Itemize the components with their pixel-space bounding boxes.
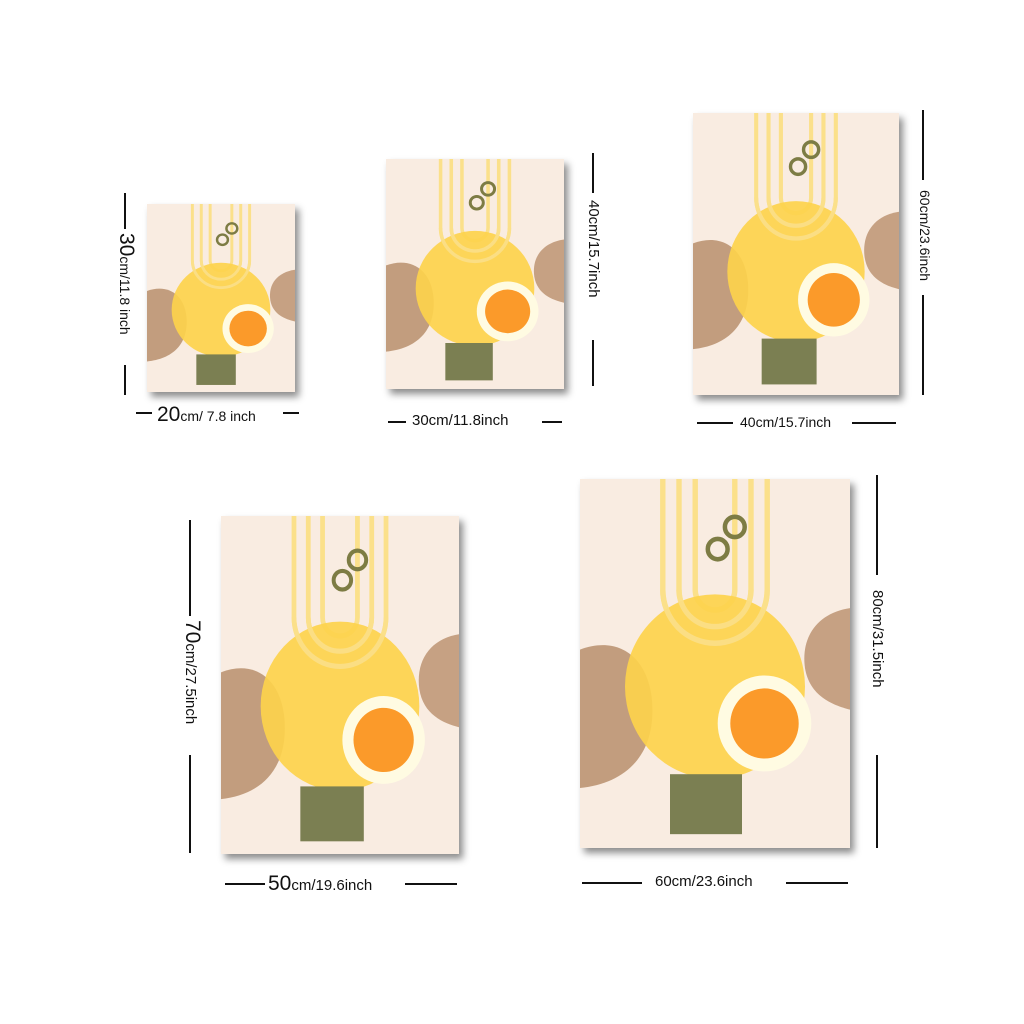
abstract-artwork (580, 479, 850, 848)
brown-blob-right (269, 269, 295, 322)
brown-blob-right (864, 211, 899, 290)
width-line-left (697, 422, 733, 424)
height-label-50x70: 70cm/27.5inch (181, 620, 204, 725)
height-line-bottom (876, 755, 878, 848)
olive-rectangle (445, 343, 493, 381)
orange-circle (730, 688, 799, 759)
height-line-bottom (922, 295, 924, 395)
width-line-right (852, 422, 896, 424)
height-line-bottom (124, 365, 126, 395)
brown-blob-right (418, 634, 459, 728)
small-ring-bottom (468, 194, 485, 211)
canvas-30x40 (386, 159, 564, 389)
small-ring-top (480, 181, 497, 197)
width-label-40x60: 40cm/15.7inch (740, 414, 832, 430)
width-line-right (786, 882, 848, 884)
height-label-20x30: 30cm/11.8 inch (115, 233, 138, 335)
abstract-artwork (147, 204, 295, 392)
canvas-50x70 (221, 516, 459, 854)
small-ring-bottom (705, 536, 730, 562)
height-label-60x80: 80cm/31.5inch (869, 590, 886, 688)
olive-rectangle (761, 338, 817, 385)
small-ring-bottom (788, 157, 808, 177)
height-line-top (922, 110, 924, 180)
width-line-left (388, 421, 406, 423)
small-ring-bottom (215, 233, 230, 247)
orange-circle (807, 273, 860, 327)
small-ring-bottom (331, 568, 354, 592)
orange-circle (353, 707, 414, 773)
width-line-right (542, 421, 562, 423)
canvas-60x80 (580, 479, 850, 848)
width-label-50x70: 50cm/19.6inch (268, 872, 373, 895)
small-ring-top (225, 222, 239, 235)
olive-rectangle (300, 786, 364, 842)
height-line-bottom (189, 755, 191, 853)
orange-circle (485, 289, 531, 334)
width-line-left (582, 882, 642, 884)
canvas-20x30 (147, 204, 295, 392)
height-label-40x60: 60cm/23.6inch (917, 190, 933, 282)
small-ring-top (801, 140, 821, 160)
olive-rectangle (196, 354, 236, 385)
canvas-40x60 (693, 113, 899, 395)
width-label-60x80: 60cm/23.6inch (655, 873, 753, 890)
small-ring-top (346, 548, 369, 572)
brown-blob-right (533, 239, 564, 303)
abstract-artwork (386, 159, 564, 389)
abstract-artwork (221, 516, 459, 854)
width-line-right (283, 412, 299, 414)
height-line-top (592, 153, 594, 193)
brown-blob-right (804, 608, 850, 710)
orange-circle (229, 310, 267, 347)
small-ring-top (722, 514, 747, 540)
height-line-top (124, 193, 126, 229)
olive-rectangle (670, 774, 742, 835)
width-label-30x40: 30cm/11.8inch (412, 412, 509, 429)
height-line-top (189, 520, 191, 616)
height-line-top (876, 475, 878, 575)
width-label-20x30: 20cm/ 7.8 inch (157, 403, 256, 426)
width-line-left (225, 883, 265, 885)
height-label-30x40: 40cm/15.7inch (585, 200, 602, 298)
abstract-artwork (693, 113, 899, 395)
width-line-left (136, 412, 152, 414)
width-line-right (405, 883, 457, 885)
height-line-bottom (592, 340, 594, 386)
